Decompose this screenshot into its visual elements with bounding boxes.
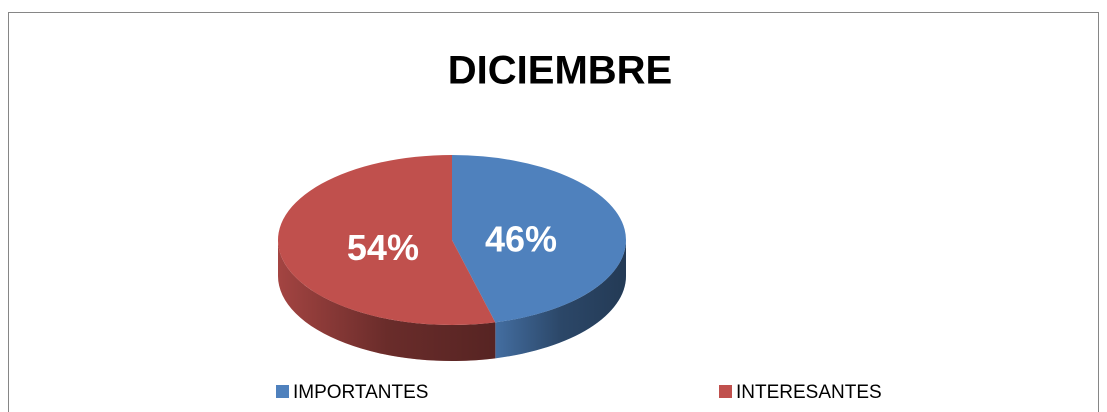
slice-side-shade (495, 240, 626, 359)
data-label: 46% (485, 218, 557, 259)
legend-swatch (719, 385, 732, 398)
chart-title: DICIEMBRE (448, 49, 672, 93)
legend-swatch (276, 385, 289, 398)
slice (452, 155, 626, 323)
legend-label: IMPORTANTES (293, 382, 428, 403)
slice (277, 155, 496, 325)
slice-side-shade (278, 240, 496, 361)
data-label: 54% (347, 227, 419, 268)
legend-label: INTERESANTES (736, 382, 882, 403)
